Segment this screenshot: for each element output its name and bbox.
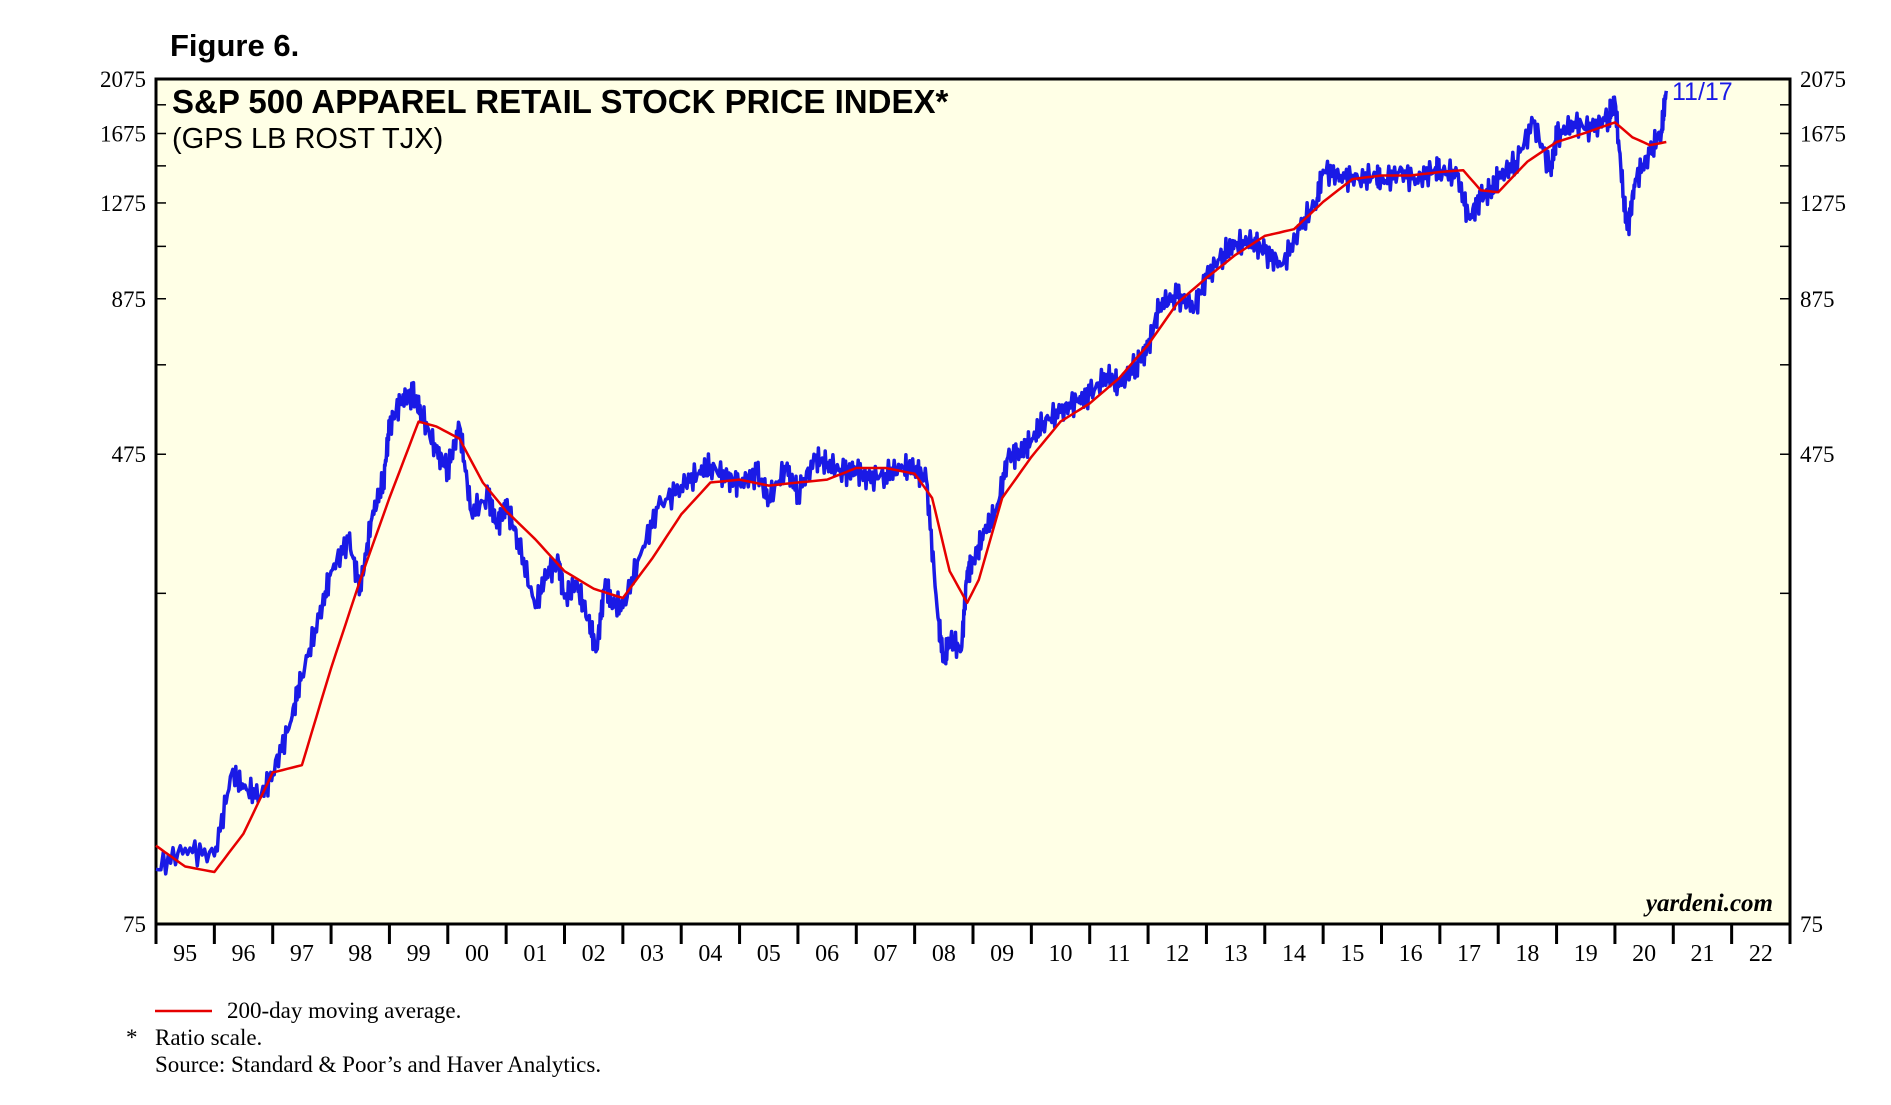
x-tick-label: 08 [932,941,956,967]
axis-ticks [154,78,1792,944]
x-tick-label: 14 [1282,941,1306,967]
last-date-label: 11/17 [1672,78,1733,106]
y-tick-label-left: 1675 [100,122,146,147]
plot-area [154,77,1792,926]
price-series-line [155,90,1669,876]
x-tick-label: 95 [173,941,197,967]
figure-label: Figure 6. [170,28,299,63]
footnote-asterisk: * [126,1025,138,1050]
x-tick-label: 04 [698,941,722,967]
x-tick-label: 15 [1340,941,1364,967]
x-tick-label: 09 [990,941,1014,967]
x-tick-label: 97 [290,941,314,967]
y-tick-label-left: 2075 [100,67,146,92]
x-tick-label: 99 [407,941,431,967]
footnote-source: Source: Standard & Poor’s and Haver Anal… [155,1052,601,1077]
y-tick-label-left: 1275 [100,191,146,216]
x-tick-label: 07 [873,941,897,967]
brand-watermark: yardeni.com [1643,890,1773,917]
x-tick-label: 16 [1399,941,1423,967]
x-tick-label: 11 [1107,941,1130,967]
y-tick-label-right: 1675 [1800,122,1846,147]
x-tick-label: 20 [1632,941,1656,967]
x-tick-label: 98 [348,941,372,967]
x-tick-label: 96 [232,941,256,967]
chart-subtitle: (GPS LB ROST TJX) [172,123,443,155]
moving-average-line [155,121,1667,874]
y-tick-label-left: 75 [123,912,146,937]
y-tick-label-right: 475 [1800,442,1835,467]
x-tick-label: 10 [1049,941,1073,967]
y-tick-label-right: 1275 [1800,191,1846,216]
x-tick-label: 02 [582,941,606,967]
y-axis-left: 75 475 875 1275 1675 2075 [100,67,146,937]
x-tick-label: 03 [640,941,664,967]
x-tick-label: 12 [1165,941,1189,967]
x-axis: 95 96 97 98 99 00 01 02 03 04 05 06 07 08 09 10 11 12 13 14… [173,941,1773,967]
x-tick-label: 05 [757,941,781,967]
y-tick-label-right: 75 [1800,912,1823,937]
chart-title: S&P 500 APPAREL RETAIL STOCK PRICE INDEX… [172,83,948,120]
x-tick-label: 17 [1457,941,1481,967]
y-tick-label-left: 475 [112,442,147,467]
x-tick-label: 22 [1749,941,1773,967]
x-tick-label: 19 [1574,941,1598,967]
x-tick-label: 01 [523,941,547,967]
footnote-ratio-scale: Ratio scale. [155,1025,262,1050]
y-tick-label-left: 875 [112,287,147,312]
y-axis-right: 75 475 875 1275 1675 2075 [1800,67,1846,937]
x-tick-label: 18 [1515,941,1539,967]
x-tick-label: 00 [465,941,489,967]
y-tick-label-right: 875 [1800,287,1835,312]
legend-ma-label: 200-day moving average. [227,998,461,1023]
x-tick-label: 06 [815,941,839,967]
y-tick-label-right: 2075 [1800,67,1846,92]
x-tick-label: 13 [1224,941,1248,967]
x-tick-label: 21 [1690,941,1714,967]
